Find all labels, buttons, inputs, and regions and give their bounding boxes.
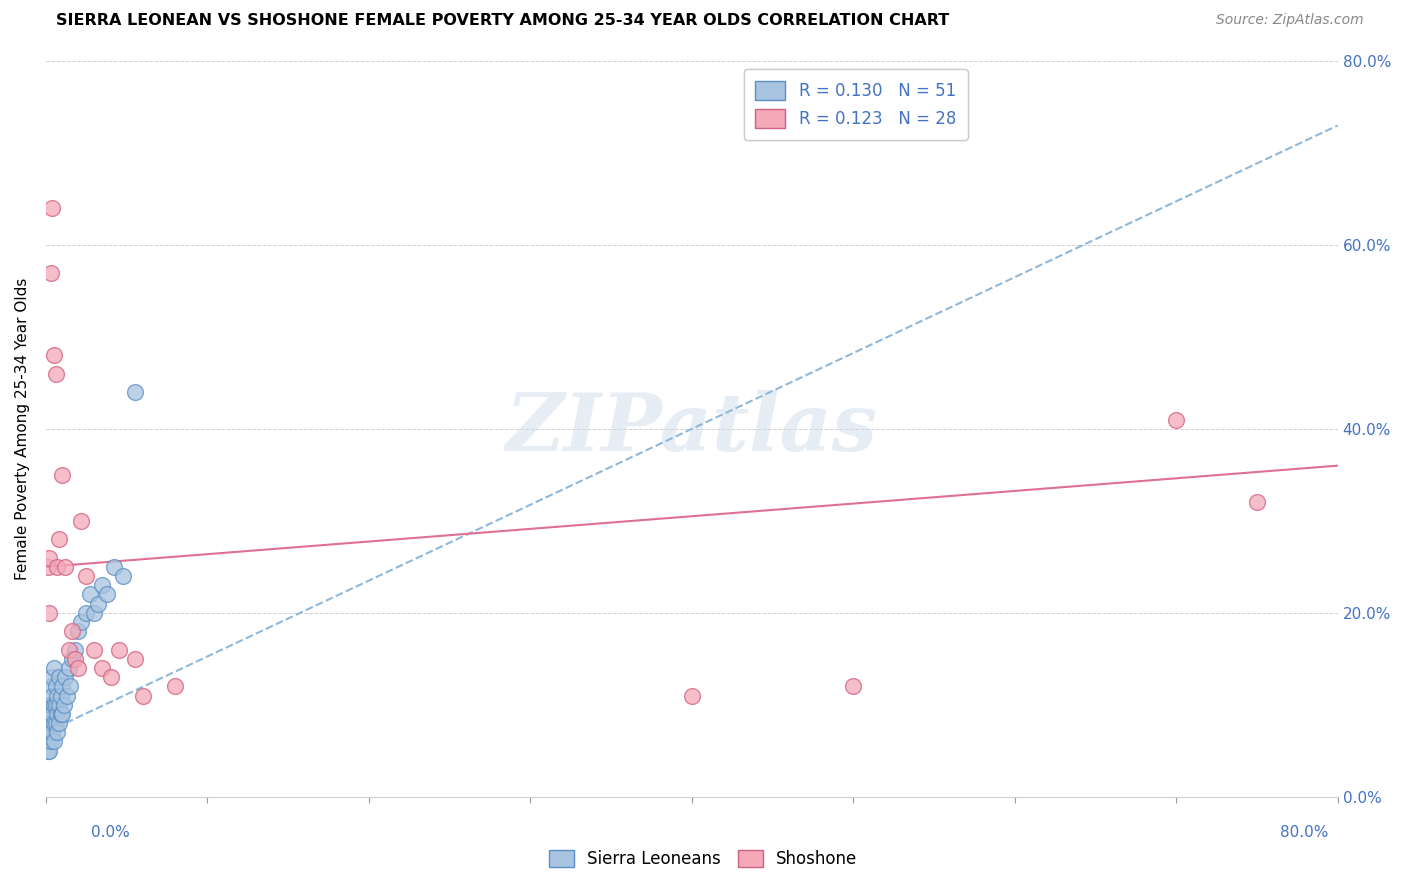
Point [58, 642, 80, 657]
Point [45, 679, 67, 693]
Point [107, 642, 129, 657]
Point [124, 385, 146, 400]
Point [75, 569, 97, 583]
Point [1246, 495, 1268, 509]
Point [38, 725, 60, 739]
Point [67, 624, 90, 639]
Point [59, 679, 82, 693]
Point [46, 725, 69, 739]
Point [41, 201, 63, 215]
Point [46, 559, 69, 574]
Point [39, 734, 62, 748]
Point [63, 651, 86, 665]
Point [42, 661, 65, 675]
Legend: Sierra Leoneans, Shoshone: Sierra Leoneans, Shoshone [543, 843, 863, 875]
Point [91, 661, 114, 675]
Point [70, 615, 93, 629]
Point [45, 367, 67, 381]
Point [96, 587, 118, 601]
Point [49, 706, 72, 721]
Point [58, 661, 80, 675]
Point [41, 689, 63, 703]
Point [49, 689, 72, 703]
Point [37, 725, 59, 739]
Point [45, 716, 67, 731]
Point [48, 533, 70, 547]
Point [86, 597, 108, 611]
Point [112, 569, 135, 583]
Point [681, 689, 703, 703]
Point [38, 706, 60, 721]
Point [37, 734, 59, 748]
Point [46, 689, 69, 703]
Point [75, 606, 97, 620]
Point [45, 698, 67, 712]
Point [63, 642, 86, 657]
Point [83, 606, 105, 620]
Point [51, 467, 73, 482]
Point [165, 679, 187, 693]
Point [42, 734, 65, 748]
Point [842, 679, 865, 693]
Point [103, 559, 125, 574]
Point [38, 606, 60, 620]
Point [48, 698, 70, 712]
Point [132, 689, 155, 703]
Point [39, 698, 62, 712]
Point [51, 679, 73, 693]
Point [52, 698, 75, 712]
Text: 80.0%: 80.0% [1281, 825, 1329, 840]
Point [1166, 413, 1188, 427]
Point [42, 716, 65, 731]
Point [48, 716, 70, 731]
Point [83, 642, 105, 657]
Point [41, 670, 63, 684]
Point [100, 670, 122, 684]
Point [42, 348, 65, 362]
Point [38, 744, 60, 758]
Point [37, 559, 59, 574]
Point [37, 744, 59, 758]
Point [38, 716, 60, 731]
Point [79, 587, 101, 601]
Point [60, 624, 83, 639]
Point [41, 725, 63, 739]
Point [124, 651, 146, 665]
Point [38, 698, 60, 712]
Text: 0.0%: 0.0% [91, 825, 131, 840]
Point [39, 716, 62, 731]
Point [46, 706, 69, 721]
Point [42, 698, 65, 712]
Point [53, 559, 76, 574]
Legend: R = 0.130   N = 51, R = 0.123   N = 28: R = 0.130 N = 51, R = 0.123 N = 28 [744, 70, 967, 140]
Point [67, 661, 90, 675]
Text: SIERRA LEONEAN VS SHOSHONE FEMALE POVERTY AMONG 25-34 YEAR OLDS CORRELATION CHAR: SIERRA LEONEAN VS SHOSHONE FEMALE POVERT… [56, 13, 949, 29]
Y-axis label: Female Poverty Among 25-34 Year Olds: Female Poverty Among 25-34 Year Olds [15, 277, 30, 580]
Point [48, 670, 70, 684]
Text: ZIPatlas: ZIPatlas [506, 390, 877, 467]
Text: Source: ZipAtlas.com: Source: ZipAtlas.com [1216, 13, 1364, 28]
Point [60, 651, 83, 665]
Point [56, 689, 79, 703]
Point [41, 706, 63, 721]
Point [91, 578, 114, 592]
Point [51, 706, 73, 721]
Point [53, 670, 76, 684]
Point [38, 550, 60, 565]
Point [39, 679, 62, 693]
Point [70, 514, 93, 528]
Point [39, 266, 62, 280]
